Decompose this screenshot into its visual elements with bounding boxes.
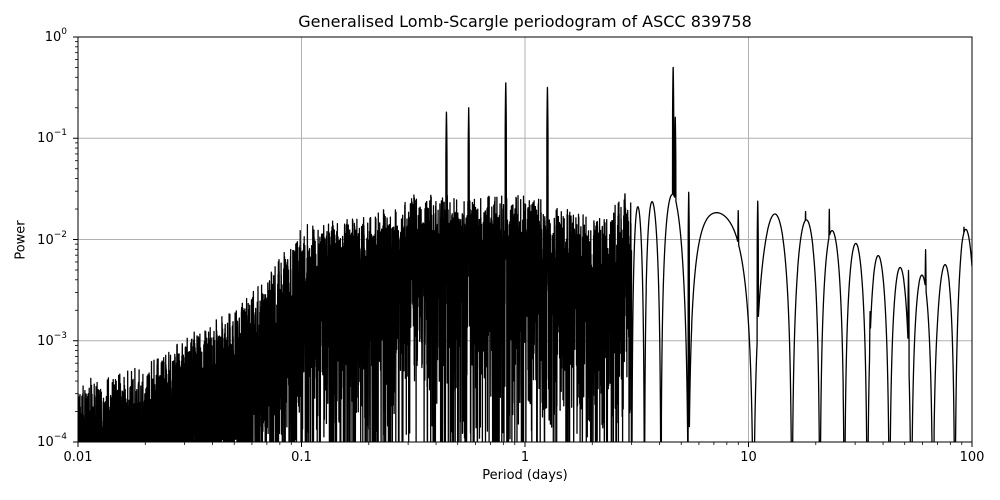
y-tick-label: 10−1	[37, 127, 67, 147]
y-axis-label: Power	[13, 220, 29, 260]
x-tick-label: 0.1	[291, 450, 312, 465]
axes-frame	[77, 36, 973, 443]
y-tick-label: 10−3	[37, 330, 67, 350]
x-tick-label: 1	[520, 450, 530, 465]
y-tick-label: 10−4	[37, 431, 67, 451]
y-tick-label: 10−2	[37, 229, 67, 248]
x-tick-label: 100	[959, 450, 985, 465]
x-tick-label: 0.01	[63, 450, 93, 465]
power-series-line	[78, 66, 972, 442]
x-tick-label: 10	[740, 450, 757, 465]
y-tick-label: 100	[44, 26, 67, 46]
chart-title: Generalised Lomb-Scargle periodogram of …	[298, 12, 752, 31]
x-axis-label: Period (days)	[482, 468, 568, 483]
